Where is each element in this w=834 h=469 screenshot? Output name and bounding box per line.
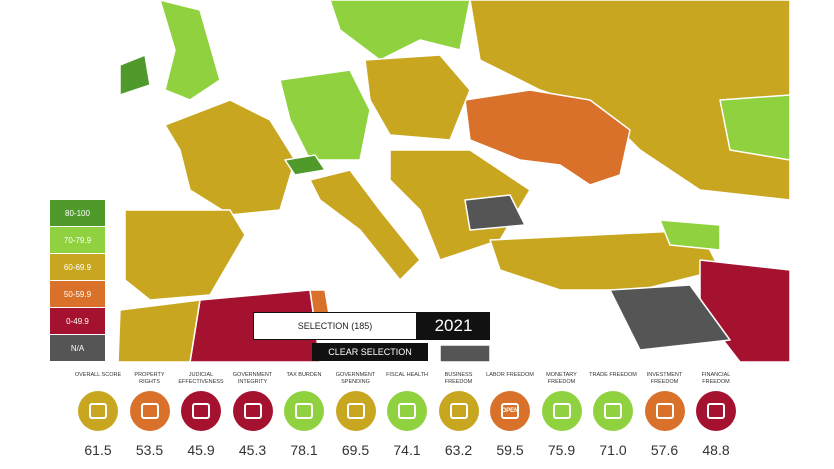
- icon-glyph: [295, 403, 313, 419]
- indicator-value: 53.5: [135, 442, 164, 458]
- country[interactable]: [719, 94, 791, 161]
- indicator-label: JUDICIAL EFFECTIVENESS: [178, 372, 224, 385]
- indicator-icon[interactable]: [387, 391, 427, 431]
- icon-glyph: [243, 403, 262, 419]
- indicator-label: BUSINESS FREEDOM: [444, 372, 473, 385]
- icon-glyph: [140, 403, 159, 419]
- indicator-icon[interactable]: [696, 391, 736, 431]
- indicator-label: TAX BURDEN: [286, 372, 322, 378]
- legend-item[interactable]: 80-100: [50, 200, 105, 226]
- country[interactable]: [124, 209, 246, 301]
- indicator-icon[interactable]: [438, 391, 479, 431]
- indicator-icon[interactable]: OPEN: [490, 391, 530, 431]
- indicator-value: 78.1: [290, 442, 318, 458]
- indicator-label: MONETARY FREEDOM: [546, 372, 577, 385]
- indicator-value: 45.3: [238, 442, 267, 458]
- legend-item[interactable]: 0-49.9: [50, 308, 105, 334]
- icon-glyph: [398, 403, 416, 419]
- legend-item[interactable]: 60-69.9: [50, 254, 105, 280]
- indicator-value: 57.6: [650, 442, 679, 458]
- country[interactable]: [309, 169, 421, 281]
- country[interactable]: [119, 54, 151, 96]
- country[interactable]: [164, 99, 296, 216]
- indicator-label: FISCAL HEALTH: [386, 372, 428, 378]
- country[interactable]: [364, 54, 471, 141]
- legend-item[interactable]: 50-59.9: [50, 281, 105, 307]
- indicator-value: 48.8: [702, 442, 730, 458]
- indicator-icon[interactable]: [644, 391, 685, 431]
- country[interactable]: [464, 89, 631, 186]
- icon-glyph: [655, 403, 674, 419]
- indicator-label: FINANCIAL FREEDOM: [701, 372, 731, 385]
- indicator-value: 63.2: [444, 442, 473, 458]
- country[interactable]: [389, 149, 531, 261]
- country[interactable]: [609, 284, 731, 351]
- icon-glyph: [707, 403, 725, 419]
- indicator-value: 69.5: [341, 442, 370, 458]
- indicator-icon[interactable]: [335, 391, 376, 431]
- indicator-label: TRADE FREEDOM: [589, 372, 637, 378]
- country[interactable]: [699, 259, 791, 363]
- indicator-icon[interactable]: [232, 391, 273, 431]
- country[interactable]: [464, 194, 526, 231]
- indicator-label: GOVERNMENT SPENDING: [335, 372, 376, 385]
- indicator-label: OVERALL SCORE: [74, 372, 122, 378]
- clear-selection-button[interactable]: CLEAR SELECTION: [312, 343, 428, 361]
- selection-label[interactable]: SELECTION (185): [253, 312, 417, 340]
- icon-glyph: [192, 403, 210, 419]
- indicator-icon[interactable]: [129, 391, 170, 431]
- indicator-icon[interactable]: [541, 391, 582, 431]
- indicator-label: GOVERNMENT INTEGRITY: [232, 372, 273, 385]
- indicator-value: 45.9: [187, 442, 215, 458]
- icon-glyph: [604, 403, 622, 419]
- indicator-label: PROPERTY RIGHTS: [134, 372, 165, 385]
- indicator-value: 61.5: [84, 442, 112, 458]
- indicator-value: 59.5: [496, 442, 524, 458]
- country[interactable]: [659, 219, 721, 251]
- year-selector[interactable]: 2021: [417, 312, 490, 340]
- country[interactable]: [439, 344, 491, 363]
- country[interactable]: [159, 0, 221, 101]
- icon-glyph: [449, 403, 468, 419]
- indicator-icon[interactable]: [284, 391, 324, 431]
- legend-item[interactable]: 70-79.9: [50, 227, 105, 253]
- country[interactable]: [117, 299, 201, 363]
- icon-glyph: OPEN: [501, 403, 519, 419]
- indicator-icon[interactable]: [181, 391, 221, 431]
- icon-glyph: [346, 403, 365, 419]
- indicator-label: INVESTMENT FREEDOM: [646, 372, 683, 385]
- indicator-value: 75.9: [547, 442, 576, 458]
- indicator-value: 71.0: [599, 442, 627, 458]
- country[interactable]: [469, 0, 791, 201]
- country[interactable]: [284, 154, 326, 176]
- indicator-label: LABOR FREEDOM: [486, 372, 534, 378]
- country[interactable]: [279, 69, 371, 161]
- indicator-icon[interactable]: [593, 391, 633, 431]
- icon-glyph: [89, 403, 107, 419]
- indicator-value: 74.1: [393, 442, 421, 458]
- legend-item[interactable]: N/A: [50, 335, 105, 361]
- country[interactable]: [329, 0, 471, 61]
- indicator-icon[interactable]: [78, 391, 118, 431]
- icon-glyph: [552, 403, 571, 419]
